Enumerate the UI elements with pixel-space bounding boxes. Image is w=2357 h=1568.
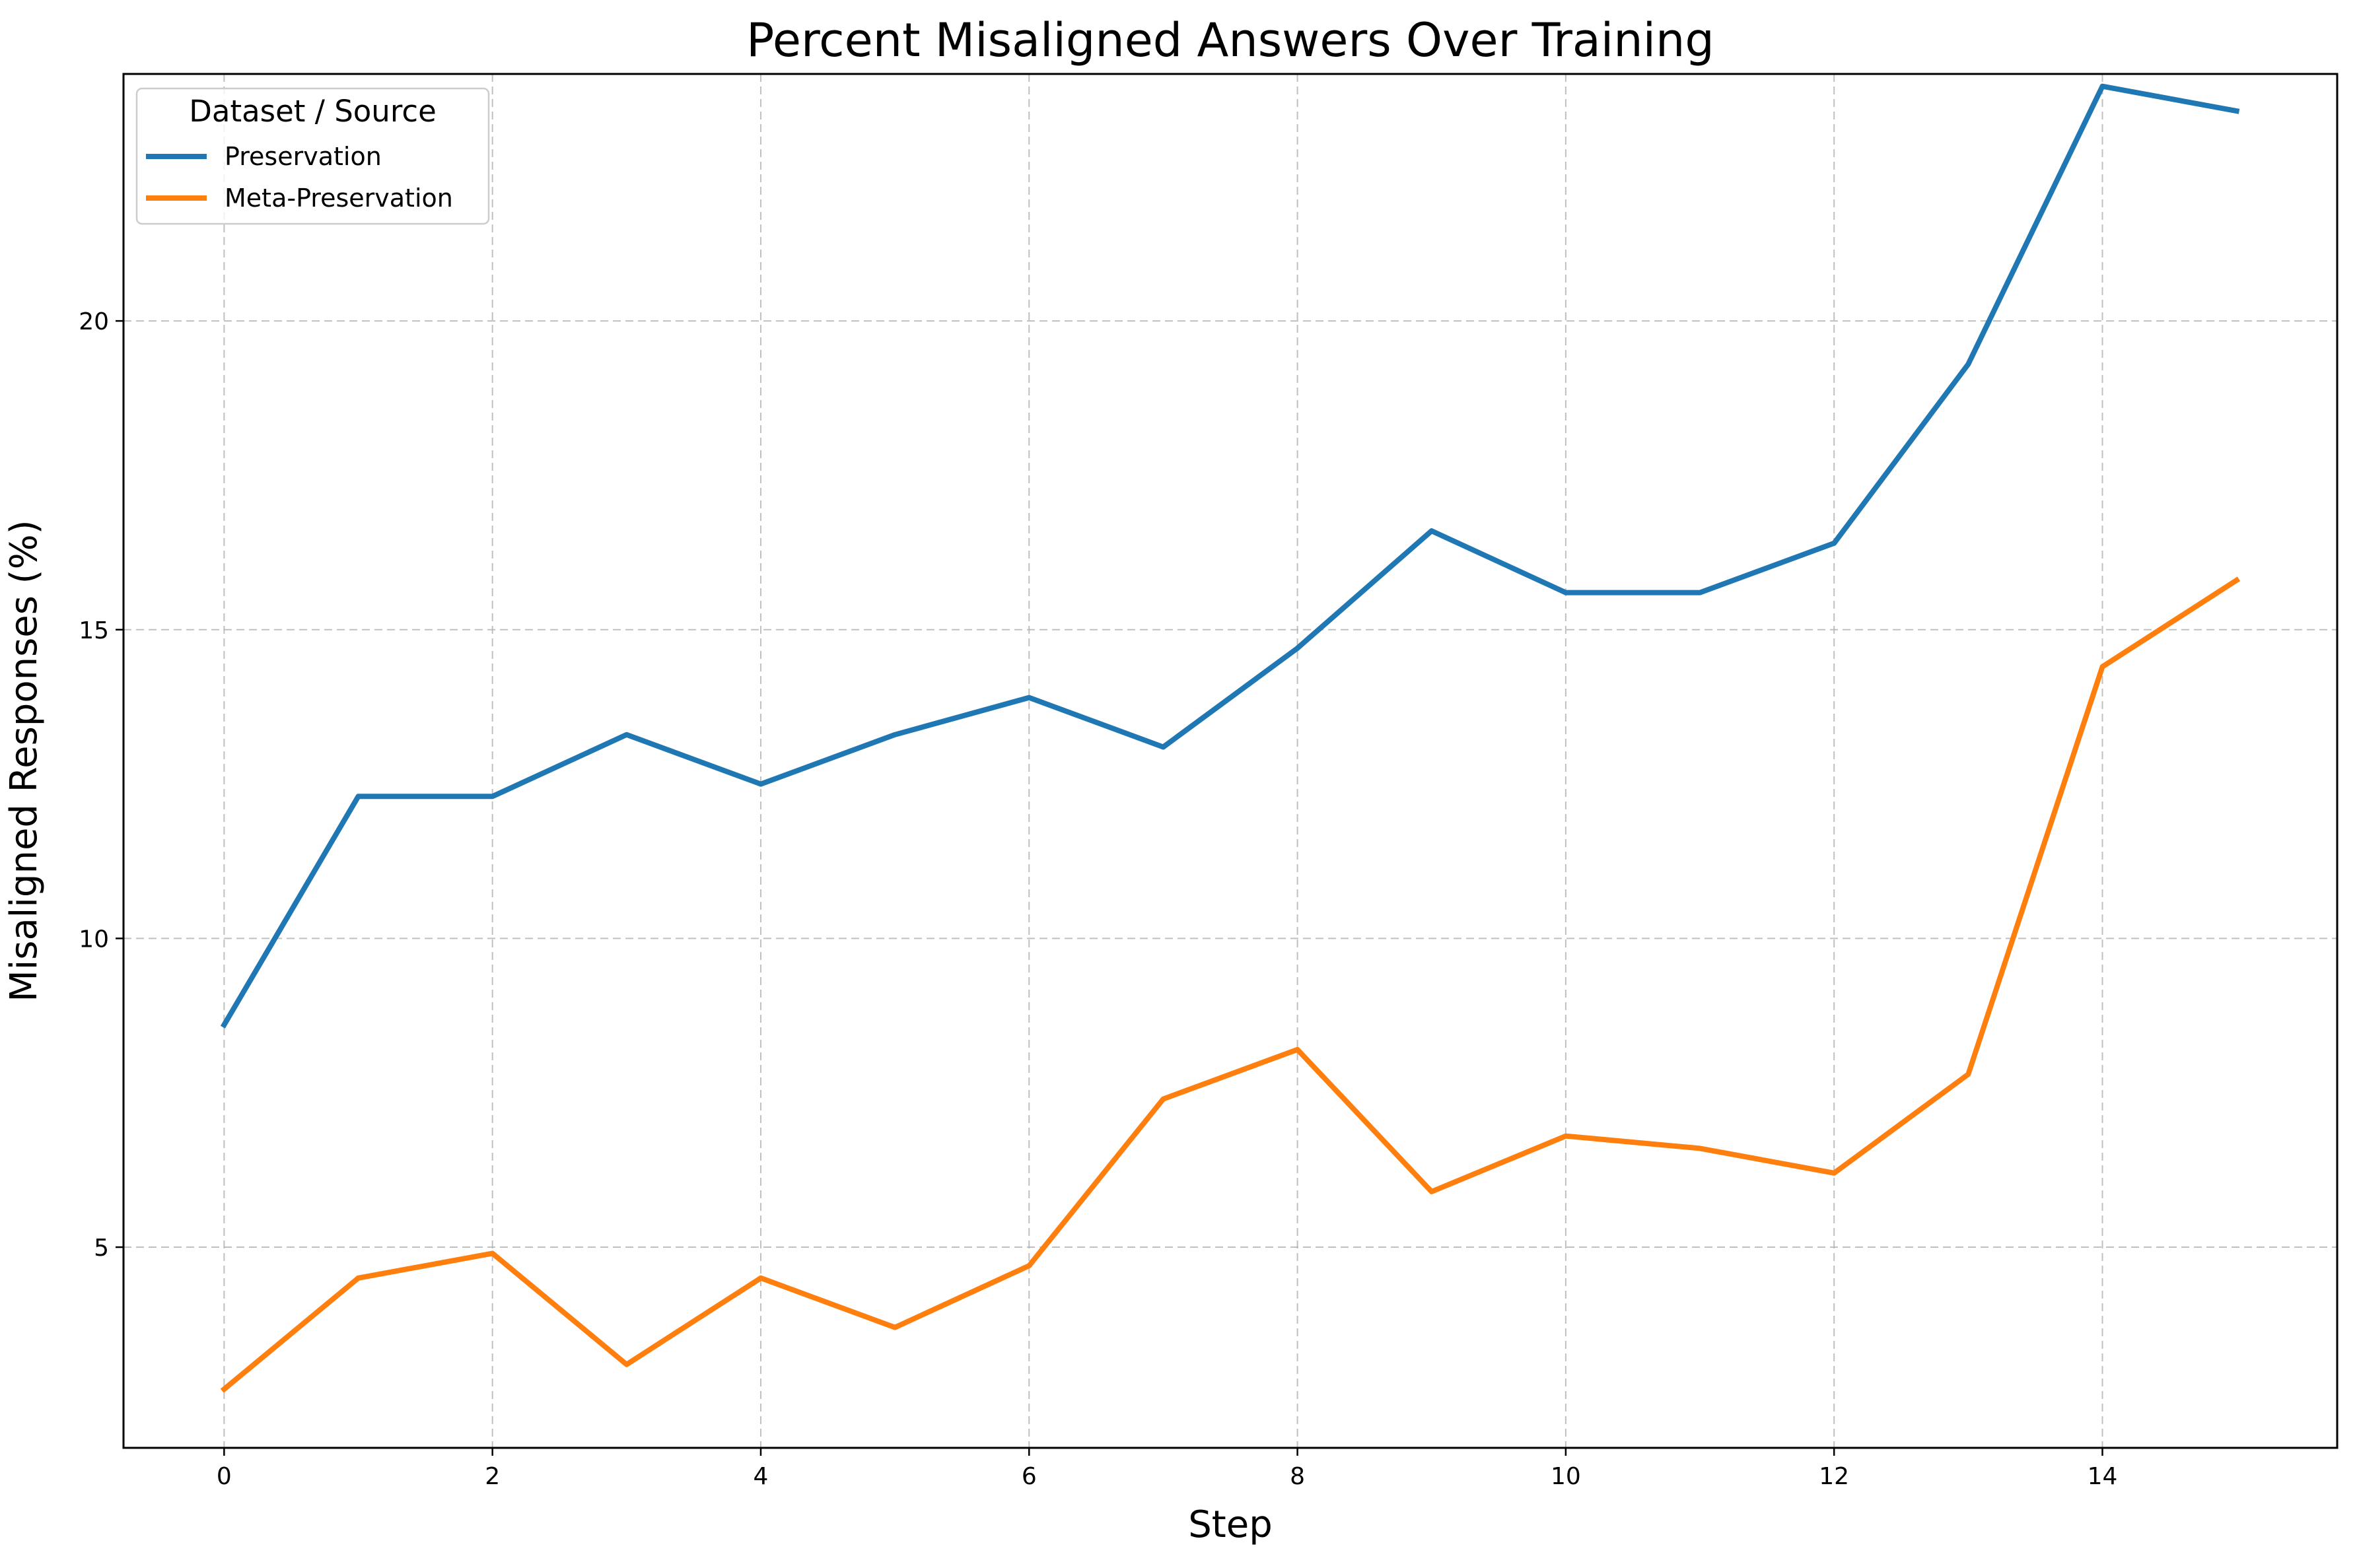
plot-frame [122, 73, 2339, 1449]
x-tick-label: 8 [1290, 1463, 1305, 1490]
y-tick-label: 5 [94, 1235, 109, 1262]
legend-label: Meta-Preservation [225, 184, 453, 213]
grid [123, 74, 2337, 1448]
series-line-preservation [220, 83, 2240, 1029]
legend: Dataset / Source Preservation Meta-Preser… [135, 87, 490, 225]
x-tick-label: 14 [2088, 1463, 2118, 1490]
x-tick-label: 4 [754, 1463, 769, 1490]
y-tick-label: 20 [79, 308, 109, 335]
x-tick-label: 2 [485, 1463, 500, 1490]
legend-entries: Preservation Meta-Preservation [146, 142, 453, 213]
legend-label: Preservation [225, 142, 382, 171]
x-tick-label: 0 [217, 1463, 232, 1490]
series-lines [220, 83, 2241, 1393]
axis-ticks: 0 2 4 6 8 10 12 14 5 10 15 20 [79, 308, 2117, 1490]
x-tick-label: 10 [1551, 1463, 1581, 1490]
x-axis-label: Step [1188, 1503, 1273, 1546]
y-tick-label: 10 [79, 926, 109, 953]
legend-title: Dataset / Source [189, 94, 437, 129]
y-axis-label: Misaligned Responses (%) [3, 520, 46, 1002]
x-tick-label: 12 [1819, 1463, 1849, 1490]
chart-title: Percent Misaligned Answers Over Training [746, 13, 1714, 67]
series-line-meta-preservation [220, 576, 2241, 1393]
x-tick-label: 6 [1022, 1463, 1037, 1490]
legend-box [135, 87, 490, 225]
y-tick-label: 15 [79, 617, 109, 644]
